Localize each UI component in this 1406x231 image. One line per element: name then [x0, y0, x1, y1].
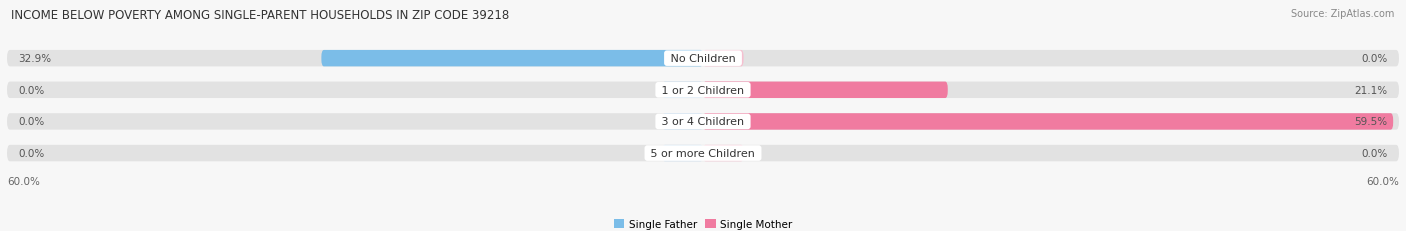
- Text: 0.0%: 0.0%: [18, 85, 45, 95]
- FancyBboxPatch shape: [7, 82, 1399, 99]
- Text: INCOME BELOW POVERTY AMONG SINGLE-PARENT HOUSEHOLDS IN ZIP CODE 39218: INCOME BELOW POVERTY AMONG SINGLE-PARENT…: [11, 9, 509, 22]
- FancyBboxPatch shape: [7, 114, 1399, 130]
- FancyBboxPatch shape: [662, 82, 703, 99]
- Text: 5 or more Children: 5 or more Children: [647, 149, 759, 158]
- FancyBboxPatch shape: [322, 51, 703, 67]
- Legend: Single Father, Single Mother: Single Father, Single Mother: [610, 215, 796, 231]
- FancyBboxPatch shape: [7, 145, 1399, 162]
- Text: 32.9%: 32.9%: [18, 54, 52, 64]
- Text: 3 or 4 Children: 3 or 4 Children: [658, 117, 748, 127]
- Text: 59.5%: 59.5%: [1354, 117, 1388, 127]
- Text: 0.0%: 0.0%: [18, 149, 45, 158]
- Text: No Children: No Children: [666, 54, 740, 64]
- Text: 60.0%: 60.0%: [1367, 176, 1399, 186]
- FancyBboxPatch shape: [703, 145, 744, 162]
- Text: Source: ZipAtlas.com: Source: ZipAtlas.com: [1291, 9, 1395, 19]
- FancyBboxPatch shape: [7, 51, 1399, 67]
- Text: 1 or 2 Children: 1 or 2 Children: [658, 85, 748, 95]
- FancyBboxPatch shape: [703, 51, 744, 67]
- Text: 0.0%: 0.0%: [1361, 54, 1388, 64]
- Text: 60.0%: 60.0%: [7, 176, 39, 186]
- FancyBboxPatch shape: [703, 82, 948, 99]
- Text: 0.0%: 0.0%: [1361, 149, 1388, 158]
- Text: 0.0%: 0.0%: [18, 117, 45, 127]
- FancyBboxPatch shape: [662, 114, 703, 130]
- Text: 21.1%: 21.1%: [1354, 85, 1388, 95]
- FancyBboxPatch shape: [662, 145, 703, 162]
- FancyBboxPatch shape: [703, 114, 1393, 130]
